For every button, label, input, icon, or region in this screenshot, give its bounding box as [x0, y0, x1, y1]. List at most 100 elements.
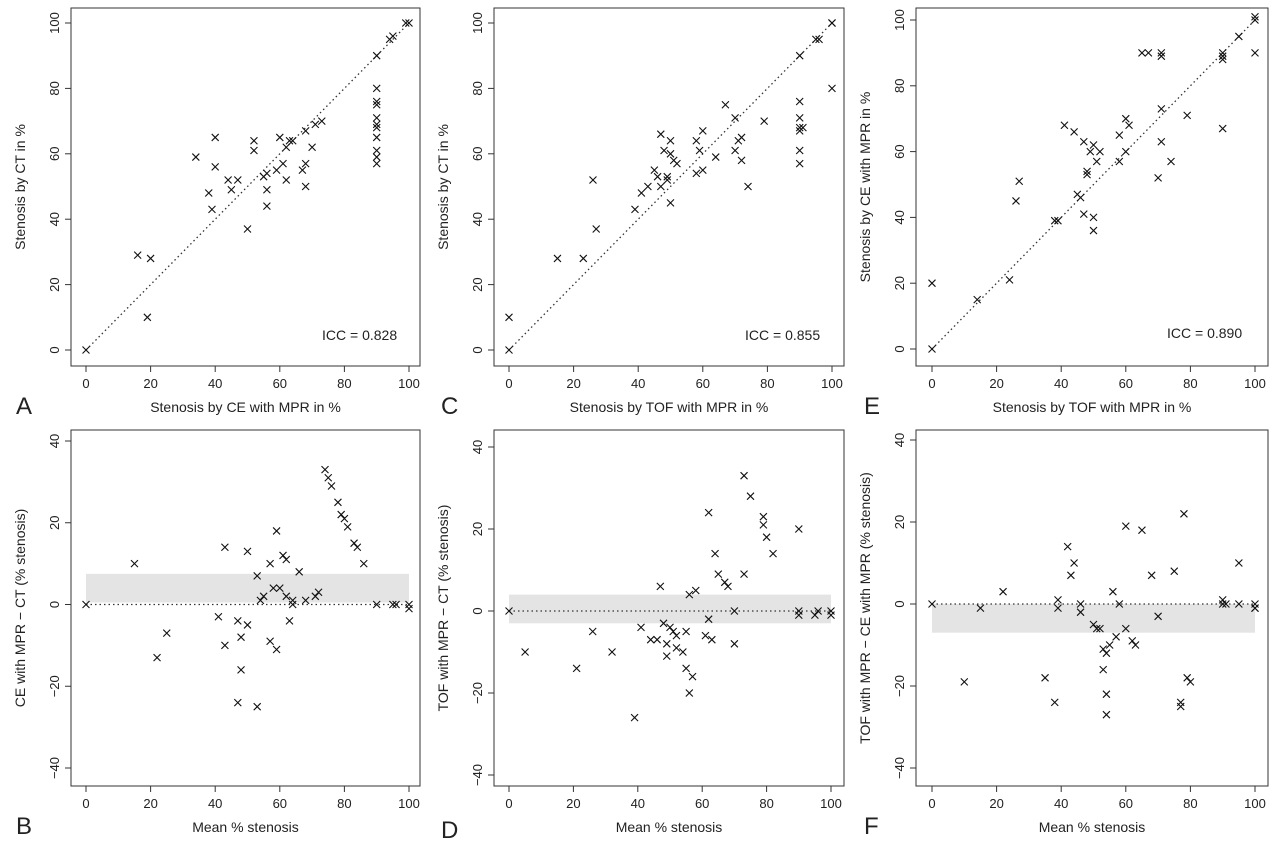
data-point-stroke [279, 159, 287, 168]
data-point [795, 51, 804, 60]
data-point [288, 136, 297, 145]
data-point-stroke [630, 713, 639, 722]
data-point [1083, 170, 1091, 179]
data-point [224, 176, 233, 184]
data-point [973, 295, 982, 304]
data-point-stroke [401, 19, 410, 27]
data-point-stroke [250, 146, 258, 155]
data-point [730, 639, 739, 648]
data-point [82, 346, 90, 354]
data-point [146, 254, 155, 263]
data-point-stroke [707, 635, 716, 644]
data-point-stroke [692, 136, 701, 145]
y-tick-label: −20 [892, 675, 907, 697]
data-point-stroke [505, 313, 513, 322]
data-point-stroke [644, 182, 652, 191]
data-point-stroke [731, 113, 739, 122]
y-tick-label: −40 [892, 757, 907, 779]
y-tick-label: 20 [470, 277, 485, 291]
panel-a: 0 20 40 60 80 100 0 20 40 60 80 100 Stenosis by CE w… [12, 7, 421, 420]
data-point [233, 698, 242, 707]
data-point [1079, 137, 1088, 146]
panel-letter: B [16, 813, 32, 840]
data-point [259, 592, 268, 601]
data-point-stroke [1138, 49, 1146, 57]
data-point [1167, 157, 1175, 166]
data-point-stroke [572, 664, 581, 673]
data-point-stroke [711, 549, 719, 558]
data-point-stroke [372, 133, 381, 142]
data-point-stroke [350, 539, 358, 548]
x-tick-label: 0 [505, 376, 512, 391]
x-tick-label: 60 [696, 376, 710, 391]
data-point [701, 631, 710, 640]
y-tick-label: 100 [47, 12, 62, 34]
y-axis-label: CE with MPR − CT (% stenosis) [12, 509, 28, 708]
data-point-stroke [372, 51, 381, 60]
data-point [401, 19, 410, 27]
data-point [372, 84, 381, 93]
data-point [692, 169, 701, 178]
data-point [1180, 509, 1188, 518]
limits-of-agreement-band [86, 573, 409, 603]
data-point [1251, 49, 1259, 57]
y-tick-label: −40 [47, 757, 62, 779]
data-point-stroke [1105, 641, 1114, 649]
data-point-stroke [1154, 612, 1162, 621]
y-tick-label: 20 [892, 276, 907, 290]
data-point [1157, 104, 1166, 113]
data-point [672, 631, 681, 640]
data-point [301, 596, 310, 605]
data-point-stroke [1005, 276, 1014, 284]
data-point-stroke [388, 32, 397, 40]
data-point [405, 19, 413, 27]
data-point [256, 596, 265, 605]
data-point [1092, 624, 1101, 633]
data-point [1138, 526, 1146, 535]
data-point [663, 176, 672, 184]
y-tick-label: 40 [470, 212, 485, 226]
data-point [153, 653, 161, 662]
data-point-stroke [388, 600, 397, 609]
data-point [372, 600, 381, 609]
data-point [1096, 147, 1104, 156]
data-point-stroke [731, 146, 739, 155]
data-point-stroke [1121, 624, 1130, 633]
data-point-stroke [769, 549, 777, 558]
identity-line [508, 22, 833, 351]
data-point-stroke [259, 592, 268, 601]
data-point-stroke [288, 136, 297, 145]
data-point [759, 512, 768, 521]
data-point [279, 551, 287, 560]
data-point-stroke [1180, 509, 1188, 518]
data-point [1115, 157, 1124, 166]
data-point-stroke [1092, 624, 1101, 633]
data-point [1102, 710, 1111, 719]
data-point [724, 582, 732, 591]
data-point-stroke [701, 631, 710, 640]
data-point-stroke [1070, 127, 1079, 136]
data-point-stroke [976, 604, 985, 612]
data-point [253, 571, 262, 580]
data-point-stroke [214, 612, 223, 621]
data-point-stroke [1089, 226, 1098, 235]
data-point [372, 97, 381, 106]
data-point-stroke [372, 113, 381, 122]
plot-frame [493, 429, 845, 787]
data-point-stroke [1251, 49, 1259, 57]
data-point [795, 146, 804, 155]
data-point [1099, 665, 1108, 674]
data-point [588, 627, 597, 636]
data-point-stroke [301, 182, 310, 191]
x-tick-label: 0 [928, 796, 935, 811]
data-point [1218, 55, 1227, 64]
data-point-stroke [1096, 624, 1104, 633]
y-tick-label: 0 [892, 600, 907, 607]
data-point [82, 600, 90, 609]
data-point-stroke [1070, 559, 1079, 567]
data-point [1050, 698, 1059, 707]
y-tick-label: −20 [47, 675, 62, 697]
data-point-stroke [262, 185, 271, 194]
data-point-stroke [646, 635, 655, 644]
x-tick-label: 20 [989, 796, 1003, 811]
